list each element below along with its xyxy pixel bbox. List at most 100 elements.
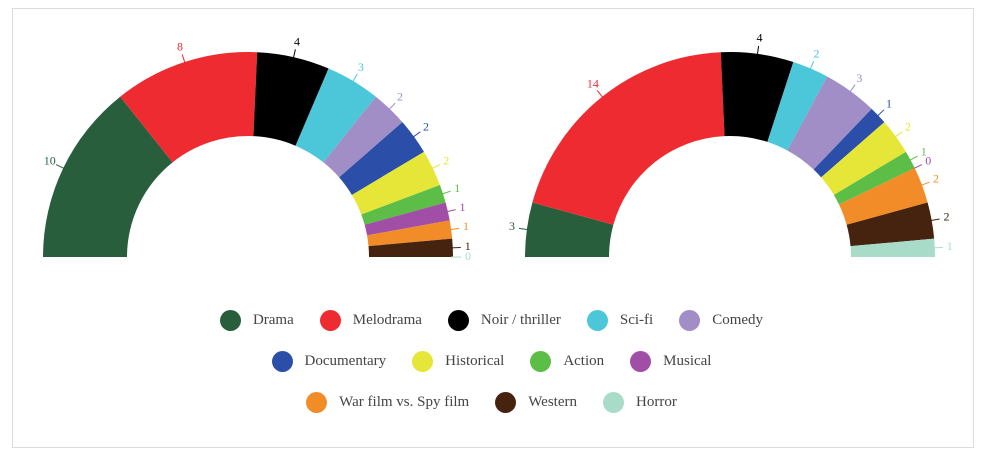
segment (361, 184, 446, 225)
label-tick (449, 227, 460, 231)
legend-swatch (603, 392, 624, 413)
legend-label: War film vs. Spy film (339, 394, 470, 410)
legend-swatch (530, 351, 552, 372)
legend-item: Horror (603, 392, 677, 413)
value-label: 1 (947, 239, 953, 253)
segment (846, 202, 935, 247)
segment (120, 52, 258, 163)
legend-swatch (447, 310, 469, 331)
segment (720, 51, 794, 142)
label-tick (893, 131, 903, 139)
value-label: 1 (465, 239, 471, 253)
segment (787, 76, 872, 170)
value-label: 1 (454, 181, 460, 195)
legend-label: Melodrama (352, 312, 422, 328)
legend-item: Western (495, 392, 577, 413)
segment (351, 151, 440, 215)
label-tick (292, 49, 296, 60)
label-tick (55, 164, 66, 170)
legend-label: Sci-fi (619, 312, 654, 328)
segment (253, 52, 329, 146)
legend-swatch (219, 310, 241, 331)
label-tick (430, 164, 441, 170)
legend-label: Action (563, 353, 605, 369)
segment (833, 151, 915, 205)
legend-item: Action (530, 351, 604, 372)
value-label: 1 (459, 200, 465, 214)
legend-label: Drama (252, 312, 294, 328)
legend-swatch (679, 310, 701, 331)
legend-swatch (271, 351, 293, 372)
legend-row: War film vs. Spy film Western Horror (0, 382, 983, 423)
label-tick (351, 73, 358, 83)
value-label: 3 (856, 71, 862, 85)
value-label: 10 (44, 153, 56, 167)
legend-label: Western (528, 394, 577, 410)
label-tick (387, 102, 396, 111)
legend-label: Documentary (304, 353, 387, 369)
legend-label: Comedy (712, 312, 764, 328)
label-tick (445, 209, 456, 213)
value-label: 0 (925, 153, 931, 167)
legend-item: Documentary (271, 351, 387, 372)
value-label: 3 (509, 219, 515, 233)
segment (767, 62, 828, 151)
segment (323, 96, 403, 178)
value-label: 2 (933, 171, 939, 185)
legend-swatch (306, 392, 328, 413)
legend-row: Drama Melodrama Noir / thriller Sci-fi Comed… (0, 300, 983, 341)
legend: Drama Melodrama Noir / thriller Sci-fi Comed… (0, 300, 983, 423)
value-label: 1 (921, 144, 927, 158)
frame (12, 8, 974, 448)
label-tick (929, 218, 940, 222)
legend-row: Documentary Historical Action Musical (0, 341, 983, 382)
segment (364, 202, 450, 236)
legend-swatch (586, 310, 608, 331)
legend-item: Sci-fi (586, 310, 654, 331)
label-tick (908, 155, 918, 162)
legend-item: Drama (219, 310, 294, 331)
label-tick (876, 109, 885, 118)
segment (821, 122, 906, 195)
value-label: 3 (358, 60, 364, 74)
value-label: 2 (943, 209, 949, 223)
legend-swatch (412, 351, 434, 372)
segment (839, 168, 928, 225)
value-label: 4 (294, 34, 300, 48)
segment (813, 108, 885, 178)
label-tick (440, 190, 451, 195)
legend-label: Horror (636, 394, 677, 410)
value-label: 1 (886, 97, 892, 111)
legend-item: War film vs. Spy film (306, 392, 469, 413)
segment (532, 52, 725, 225)
segment (368, 238, 453, 257)
label-tick (809, 60, 815, 71)
value-label: 2 (905, 119, 911, 133)
segment (367, 220, 453, 247)
segment (43, 96, 173, 257)
legend-swatch (495, 392, 517, 413)
value-label: 8 (177, 40, 183, 54)
value-label: 14 (587, 77, 599, 91)
legend-item: Musical (630, 351, 711, 372)
legend-label: Historical (445, 353, 505, 369)
label-tick (518, 227, 529, 231)
value-label: 2 (443, 153, 449, 167)
legend-item: Noir / thriller (447, 310, 561, 331)
label-tick (411, 131, 421, 139)
label-tick (181, 54, 186, 65)
legend-item: Comedy (679, 310, 763, 331)
label-tick (596, 90, 604, 99)
segment (295, 68, 376, 163)
value-label: 2 (423, 119, 429, 133)
label-tick (919, 181, 930, 187)
label-tick (756, 45, 760, 56)
legend-swatch (319, 310, 341, 331)
legend-item: Historical (412, 351, 504, 372)
segment (339, 122, 424, 195)
legend-label: Musical (663, 353, 712, 369)
legend-item: Melodrama (319, 310, 422, 331)
segment (850, 238, 935, 257)
